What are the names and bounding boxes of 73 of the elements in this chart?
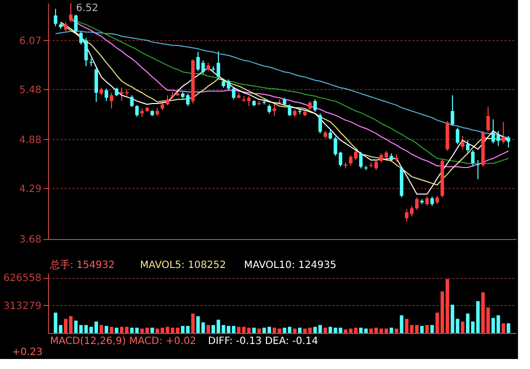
- bar: [394, 328, 398, 333]
- bar: [114, 328, 118, 333]
- candlestick: [502, 121, 506, 144]
- candlestick: [425, 196, 429, 206]
- y-tick-label: 4.88: [19, 134, 42, 146]
- bar: [390, 328, 394, 333]
- bar: [110, 326, 114, 333]
- bar: [206, 325, 210, 333]
- candlestick: [54, 8, 58, 27]
- bar: [292, 328, 296, 333]
- bar: [420, 326, 424, 333]
- candlestick: [466, 140, 470, 154]
- bar: [252, 328, 256, 333]
- candlestick: [506, 135, 510, 148]
- candlestick: [456, 127, 460, 145]
- candlestick: [94, 67, 98, 102]
- bar: [425, 325, 429, 333]
- candlestick: [104, 88, 108, 102]
- bar: [456, 318, 460, 333]
- bar: [450, 304, 454, 333]
- candlestick: [74, 14, 78, 34]
- candlestick: [359, 151, 363, 169]
- text: DIFF: -0.13 DEA: -0.14: [208, 336, 318, 347]
- candlestick: [69, 2, 73, 23]
- y-tick-label: 626558: [3, 273, 42, 284]
- y-tick-label: 313279: [3, 300, 42, 312]
- bar: [104, 326, 108, 333]
- candlestick: [110, 92, 114, 110]
- candlestick: [288, 104, 292, 117]
- bar: [502, 323, 506, 333]
- candlestick: [84, 37, 88, 67]
- bar: [298, 328, 302, 333]
- text: MACD(12,26,9) MACD: +0.02: [50, 336, 196, 347]
- bar: [338, 328, 342, 333]
- candlestick: [471, 150, 475, 168]
- candlestick: [135, 104, 139, 118]
- candlestick: [338, 151, 342, 168]
- y-tick-label: 6.07: [19, 36, 42, 47]
- candlestick: [486, 106, 490, 132]
- candlestick: [166, 94, 170, 106]
- bar: [100, 325, 104, 333]
- annotation: 6.52: [76, 3, 98, 14]
- bar: [191, 314, 195, 333]
- candlestick: [268, 104, 272, 114]
- candlestick: [460, 135, 464, 150]
- text: +0.23: [12, 347, 43, 358]
- y-tick-label: 3.68: [19, 234, 42, 246]
- candlestick: [476, 160, 480, 180]
- candlestick: [450, 94, 454, 126]
- candlestick: [226, 78, 230, 91]
- candlestick: [272, 104, 276, 117]
- candlestick: [430, 196, 434, 206]
- text: 总手: 154932: [49, 259, 115, 271]
- candlestick: [328, 130, 332, 140]
- bar: [506, 323, 510, 333]
- candlestick: [232, 86, 236, 100]
- bar: [400, 315, 404, 333]
- text: MAVOL5: 108252: [140, 260, 226, 271]
- y-tick-label: 5.48: [19, 84, 42, 96]
- y-tick-label: 4.29: [19, 184, 42, 195]
- bar: [324, 328, 328, 333]
- bar: [460, 321, 464, 333]
- bar: [430, 325, 434, 333]
- candlestick: [64, 22, 68, 32]
- bar: [150, 328, 154, 333]
- candlestick: [313, 98, 317, 112]
- bar: [257, 328, 261, 333]
- candlestick: [130, 94, 134, 108]
- candlestick: [318, 113, 322, 134]
- candlestick: [334, 136, 338, 156]
- text: MAVOL10: 124935: [244, 260, 336, 271]
- candlestick: [415, 196, 419, 210]
- candlestick: [79, 30, 83, 46]
